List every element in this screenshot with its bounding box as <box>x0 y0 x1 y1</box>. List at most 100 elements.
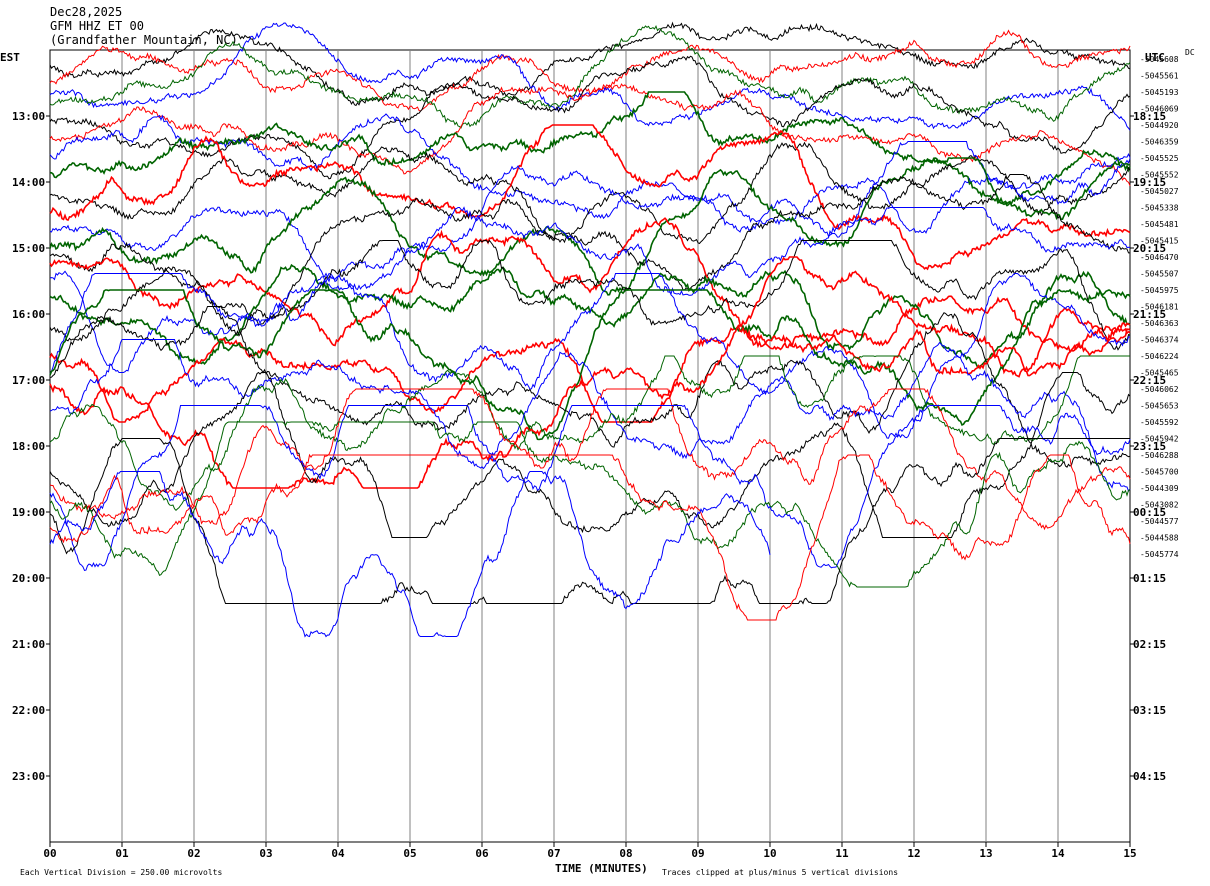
dc-offset-label: -5045561 <box>1140 72 1179 81</box>
left-hour-label: 13:00 <box>12 110 45 123</box>
x-tick-label: 13 <box>979 847 992 860</box>
seismic-trace <box>49 22 1131 131</box>
right-timezone-label: UTC <box>1145 51 1165 64</box>
x-tick-label: 12 <box>907 847 920 860</box>
right-hour-label: 20:15 <box>1133 242 1166 255</box>
seismic-trace <box>49 453 1131 621</box>
seismic-trace <box>49 288 1131 441</box>
x-tick-label: 11 <box>835 847 849 860</box>
left-hour-label: 22:00 <box>12 704 45 717</box>
division-note: Each Vertical Division = 250.00 microvol… <box>20 868 223 877</box>
left-hour-label: 16:00 <box>12 308 45 321</box>
x-tick-label: 04 <box>331 847 345 860</box>
dc-offset-label: -5045975 <box>1140 286 1179 295</box>
dc-offset-label: -5046363 <box>1140 319 1179 328</box>
dc-offset-label: -5043082 <box>1140 501 1179 510</box>
dc-offset-label: -5046062 <box>1140 385 1179 394</box>
x-axis-label: TIME (MINUTES) <box>555 862 648 875</box>
dc-offset-label: -5046069 <box>1140 105 1179 114</box>
header-date: Dec28,2025 <box>50 5 123 19</box>
right-hour-label: 04:15 <box>1133 770 1166 783</box>
dc-offset-label: -5044577 <box>1140 517 1179 526</box>
seismic-trace <box>49 174 1130 326</box>
dc-offset-label: -5045193 <box>1140 88 1179 97</box>
dc-offset-label: -5045653 <box>1140 402 1179 411</box>
seismic-trace <box>49 438 1130 605</box>
x-tick-label: 02 <box>187 847 200 860</box>
dc-offset-label: -5046181 <box>1140 303 1179 312</box>
clip-note: Traces clipped at plus/minus 5 vertical … <box>662 868 899 877</box>
right-hour-label: 23:15 <box>1133 440 1166 453</box>
seismic-trace <box>49 388 1131 531</box>
x-tick-label: 03 <box>259 847 272 860</box>
left-hour-label: 15:00 <box>12 242 45 255</box>
right-hour-label: 21:15 <box>1133 308 1166 321</box>
seismic-trace <box>49 371 1131 538</box>
seismic-trace <box>49 113 1131 234</box>
left-hour-label: 17:00 <box>12 374 45 387</box>
right-hour-label: 18:15 <box>1133 110 1166 123</box>
dc-offset-label: -5044588 <box>1140 534 1179 543</box>
dc-offset-label: -5044309 <box>1140 484 1179 493</box>
seismic-trace <box>49 206 1131 373</box>
seismic-trace <box>49 273 1131 439</box>
right-hour-label: 01:15 <box>1133 572 1166 585</box>
x-tick-label: 07 <box>547 847 560 860</box>
seismic-trace <box>49 157 1130 296</box>
left-timezone-label: EST <box>0 51 20 64</box>
x-tick-label: 06 <box>475 847 489 860</box>
header-channel: GFM HHZ ET 00 <box>50 19 144 33</box>
dc-offset-label: -5045415 <box>1140 237 1179 246</box>
left-hour-label: 23:00 <box>12 770 45 783</box>
dc-offset-label: -5046288 <box>1140 451 1179 460</box>
dc-offset-label: -5045608 <box>1140 55 1179 64</box>
seismic-trace <box>49 55 1131 180</box>
seismic-trace <box>49 91 1131 207</box>
dc-offset-label: -5045027 <box>1140 187 1179 196</box>
dc-offset-label: -5045481 <box>1140 220 1179 229</box>
dc-offset-label: -5045507 <box>1140 270 1179 279</box>
seismic-trace <box>49 124 1131 271</box>
dc-offset-label: -5046224 <box>1140 352 1179 361</box>
left-hour-label: 20:00 <box>12 572 45 585</box>
left-hour-label: 18:00 <box>12 440 45 453</box>
seismic-trace <box>49 306 1131 468</box>
x-tick-label: 14 <box>1051 847 1065 860</box>
seismic-trace <box>49 421 1131 588</box>
x-tick-label: 15 <box>1123 847 1136 860</box>
dc-offset-label: -5045592 <box>1140 418 1179 427</box>
right-hour-label: 00:15 <box>1133 506 1166 519</box>
seismic-trace <box>49 355 1130 512</box>
dc-offset-label: -5046359 <box>1140 138 1179 147</box>
seismic-trace <box>49 141 1131 291</box>
x-tick-label: 10 <box>763 847 776 860</box>
seismic-trace <box>49 239 1131 351</box>
dc-offset-label: -5045465 <box>1140 369 1179 378</box>
right-hour-label: 19:15 <box>1133 176 1166 189</box>
x-tick-label: 01 <box>115 847 129 860</box>
dc-offset-label: -5046470 <box>1140 253 1179 262</box>
x-tick-label: 08 <box>619 847 632 860</box>
dc-offset-label: -5045525 <box>1140 154 1179 163</box>
left-hour-label: 14:00 <box>12 176 45 189</box>
seismic-trace <box>49 471 771 638</box>
dc-offset-label: -5045774 <box>1140 550 1179 559</box>
x-tick-label: 00 <box>43 847 56 860</box>
dc-offset-label: -5045338 <box>1140 204 1179 213</box>
seismic-trace <box>49 256 1131 423</box>
left-hour-label: 21:00 <box>12 638 45 651</box>
right-hour-label: 02:15 <box>1133 638 1166 651</box>
seismic-trace <box>49 83 1131 186</box>
right-hour-label: 03:15 <box>1133 704 1166 717</box>
dc-offset-label: -5046374 <box>1140 336 1179 345</box>
dc-offset-label: -5045700 <box>1140 468 1179 477</box>
seismic-trace <box>49 141 1131 245</box>
seismic-trace <box>49 404 1131 571</box>
right-hour-label: 22:15 <box>1133 374 1166 387</box>
dc-offset-label: -5045942 <box>1140 435 1179 444</box>
seismic-trace <box>49 217 1131 354</box>
left-hour-label: 19:00 <box>12 506 45 519</box>
dc-offset-label: -5045552 <box>1140 171 1179 180</box>
seismic-trace <box>49 322 1131 489</box>
